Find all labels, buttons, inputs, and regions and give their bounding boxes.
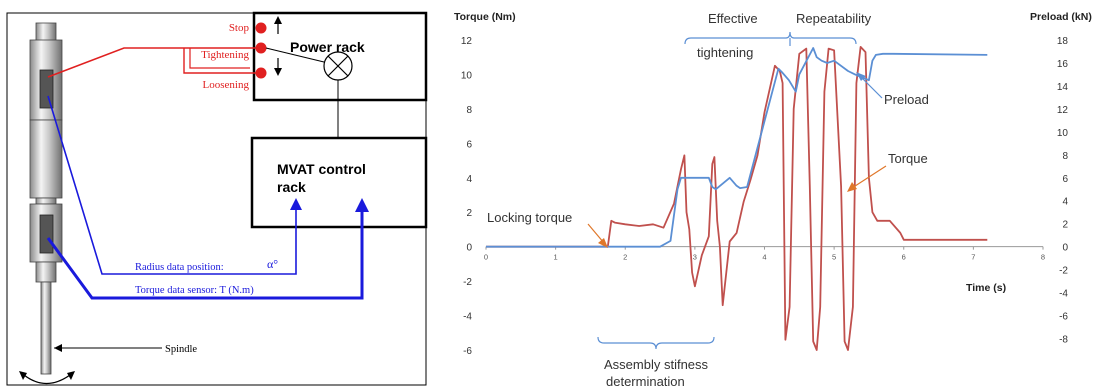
x-tick-label: 2 [623, 253, 627, 262]
y-right-tick-label: -4 [1059, 289, 1068, 300]
power-rack-label: Power rack [290, 39, 365, 55]
y-left-tick-label: 4 [466, 174, 472, 185]
y-right-tick-label: 10 [1057, 128, 1069, 139]
stop-label: Stop [229, 22, 250, 34]
y-right-tick-label: 8 [1062, 151, 1068, 162]
mvat-label-line1: MVAT control [277, 161, 366, 177]
locking-torque-arrow-icon [598, 238, 608, 248]
annotation-assembly-line2: determination [606, 374, 685, 389]
torque-data-label: Torque data sensor: T (N.m) [135, 285, 254, 296]
data-lines: Radius data position: α° Torque data sen… [46, 95, 369, 300]
annotation-assembly-line1: Assembly stifness [604, 357, 709, 372]
y-right-tick-label: 4 [1062, 197, 1068, 208]
mvat-control-rack-box [250, 136, 428, 229]
y-left-tick-label: 8 [466, 105, 472, 116]
y-left-tick-label: -2 [463, 277, 472, 288]
y-right-tick-label: -8 [1059, 335, 1068, 346]
series-line-torque [486, 46, 988, 351]
y-right-tick-label: 16 [1057, 59, 1069, 70]
down-arrow-icon [274, 68, 282, 76]
y-right-tick-label: 0 [1062, 243, 1068, 254]
torque-sensor-block [39, 214, 54, 254]
preload-arrow-icon [856, 72, 866, 81]
up-arrow-icon [274, 16, 282, 24]
y-right-tick-label: 2 [1062, 220, 1068, 231]
spindle-label: Spindle [165, 344, 197, 355]
torque-data-arrow-icon [355, 198, 369, 212]
x-axis-label: Time (s) [966, 282, 1006, 294]
y-right-tick-label: 18 [1057, 36, 1069, 47]
series-layer [486, 46, 988, 351]
y-right-tick-label: -6 [1059, 312, 1068, 323]
radius-data-label: Radius data position: [135, 262, 224, 273]
annotation-brackets [597, 31, 857, 350]
annotation-preload: Preload [884, 92, 929, 107]
y-left-tick-label: 6 [466, 139, 472, 150]
angle-sensor-block [39, 69, 54, 109]
y-right-tick-label: 12 [1057, 105, 1069, 116]
y-axis-right-ticks: 18 16 14 12 10 8 6 4 2 0 -2 -4 -6 -8 [1057, 36, 1069, 346]
spindle-tool-icon [29, 22, 63, 375]
y-right-tick-label: -2 [1059, 266, 1068, 277]
x-tick-label: 4 [762, 253, 766, 262]
loosening-indicator-icon [255, 67, 267, 79]
y-right-tick-label: 6 [1062, 174, 1068, 185]
y-left-axis-label: Torque (Nm) [454, 11, 516, 23]
annotation-effective-line2: tightening [697, 45, 753, 60]
y-left-tick-label: 2 [466, 208, 472, 219]
y-left-tick-label: 0 [466, 243, 472, 254]
x-tick-label: 3 [693, 253, 697, 262]
radius-data-arrow-icon [290, 198, 302, 210]
y-left-tick-label: 10 [461, 70, 473, 81]
rotation-arrow-icon [19, 371, 75, 385]
command-circuit: Stop Tightening Loosening [47, 16, 353, 91]
tightening-indicator-icon [255, 42, 267, 54]
series-line-preload [486, 47, 988, 248]
mvat-label-line2: rack [277, 179, 306, 195]
torque-arrow-icon [847, 182, 857, 192]
x-axis: 0 1 2 3 4 5 6 7 8 [484, 246, 1045, 262]
annotation-torque: Torque [888, 151, 928, 166]
alpha-symbol: α° [267, 257, 278, 271]
annotation-pointers [587, 72, 887, 248]
x-tick-label: 0 [484, 253, 488, 262]
x-tick-label: 5 [832, 253, 836, 262]
x-tick-label: 6 [902, 253, 906, 262]
annotation-repeatability: Repeatability [796, 11, 872, 26]
x-tick-label: 1 [554, 253, 558, 262]
y-axis-left-ticks: 12 10 8 6 4 2 0 -2 -4 -6 [461, 36, 473, 357]
x-tick-label: 8 [1041, 253, 1045, 262]
y-right-axis-label: Preload (kN) [1030, 11, 1092, 23]
y-left-tick-label: -4 [463, 312, 472, 323]
loosening-label: Loosening [203, 79, 250, 91]
spindle-arrow-icon [54, 344, 62, 352]
y-left-tick-label: -6 [463, 346, 472, 357]
stop-indicator-icon [255, 22, 267, 34]
annotation-effective-line1: Effective [708, 11, 758, 26]
y-left-tick-label: 12 [461, 36, 473, 47]
tightening-label: Tightening [201, 49, 249, 61]
annotation-locking-torque: Locking torque [487, 210, 572, 225]
x-tick-label: 7 [971, 253, 975, 262]
mvat-schematic-diagram: Power rack MVAT control rack Stop Tighte… [6, 11, 428, 386]
y-right-tick-label: 14 [1057, 82, 1069, 93]
